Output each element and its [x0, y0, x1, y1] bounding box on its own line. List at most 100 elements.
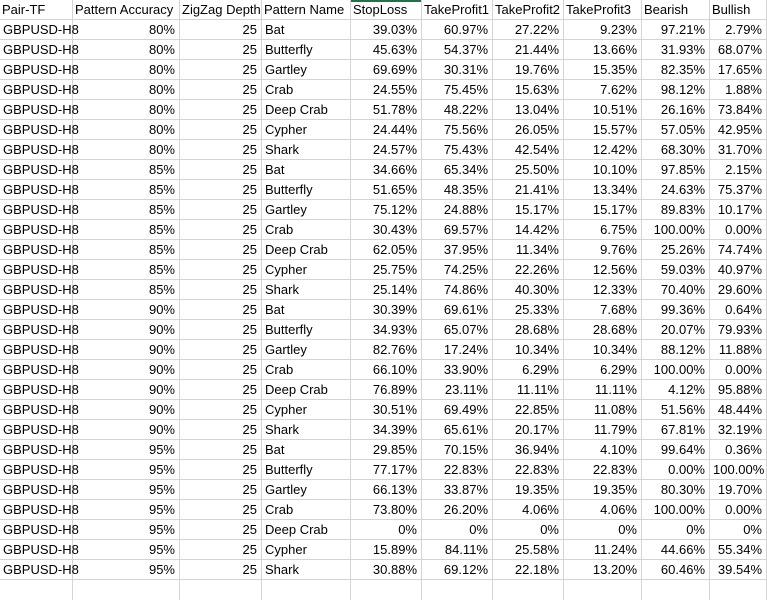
cell-pair-tf[interactable]: GBPUSD-H8	[0, 400, 79, 420]
cell-pair-tf[interactable]: GBPUSD-H8	[0, 100, 79, 120]
header-cell-pattern-accuracy[interactable]: Pattern Accuracy	[73, 0, 180, 20]
cell-pattern-accuracy[interactable]: 80%	[73, 40, 180, 60]
cell-pattern-accuracy[interactable]: 85%	[73, 200, 180, 220]
cell-stoploss[interactable]: 24.57%	[351, 140, 422, 160]
cell-zigzag-depth[interactable]: 25	[180, 400, 262, 420]
cell-takeprofit3[interactable]: 7.68%	[564, 300, 642, 320]
cell-bullish[interactable]: 2.79%	[710, 20, 767, 40]
cell-bearish[interactable]: 0.00%	[642, 460, 710, 480]
empty-cell-takeprofit3[interactable]	[564, 580, 642, 600]
cell-takeprofit3[interactable]: 12.33%	[564, 280, 642, 300]
cell-bullish[interactable]: 39.54%	[710, 560, 767, 580]
empty-cell-pair-tf[interactable]	[0, 580, 73, 600]
cell-pair-tf[interactable]: GBPUSD-H8	[0, 120, 79, 140]
cell-zigzag-depth[interactable]: 25	[180, 120, 262, 140]
cell-zigzag-depth[interactable]: 25	[180, 280, 262, 300]
cell-pattern-accuracy[interactable]: 90%	[73, 340, 180, 360]
cell-takeprofit1[interactable]: 30.31%	[422, 60, 493, 80]
cell-stoploss[interactable]: 75.12%	[351, 200, 422, 220]
cell-takeprofit2[interactable]: 25.58%	[493, 540, 564, 560]
cell-pair-tf[interactable]: GBPUSD-H8	[0, 40, 79, 60]
cell-bullish[interactable]: 0%	[710, 520, 767, 540]
cell-bullish[interactable]: 0.00%	[710, 220, 767, 240]
cell-takeprofit2[interactable]: 19.76%	[493, 60, 564, 80]
cell-pattern-accuracy[interactable]: 95%	[73, 520, 180, 540]
cell-stoploss[interactable]: 30.39%	[351, 300, 422, 320]
cell-bearish[interactable]: 26.16%	[642, 100, 710, 120]
cell-stoploss[interactable]: 15.89%	[351, 540, 422, 560]
cell-takeprofit1[interactable]: 75.45%	[422, 80, 493, 100]
cell-zigzag-depth[interactable]: 25	[180, 140, 262, 160]
cell-takeprofit1[interactable]: 65.07%	[422, 320, 493, 340]
cell-takeprofit1[interactable]: 37.95%	[422, 240, 493, 260]
cell-takeprofit2[interactable]: 28.68%	[493, 320, 564, 340]
cell-pattern-accuracy[interactable]: 85%	[73, 240, 180, 260]
cell-bearish[interactable]: 97.85%	[642, 160, 710, 180]
cell-takeprofit2[interactable]: 20.17%	[493, 420, 564, 440]
cell-takeprofit2[interactable]: 19.35%	[493, 480, 564, 500]
cell-stoploss[interactable]: 39.03%	[351, 20, 422, 40]
cell-zigzag-depth[interactable]: 25	[180, 180, 262, 200]
cell-bullish[interactable]: 0.64%	[710, 300, 767, 320]
cell-stoploss[interactable]: 24.55%	[351, 80, 422, 100]
cell-bullish[interactable]: 68.07%	[710, 40, 767, 60]
cell-takeprofit3[interactable]: 10.51%	[564, 100, 642, 120]
cell-bullish[interactable]: 29.60%	[710, 280, 767, 300]
cell-bullish[interactable]: 32.19%	[710, 420, 767, 440]
cell-pair-tf[interactable]: GBPUSD-H8	[0, 160, 79, 180]
cell-pattern-name[interactable]: Bat	[262, 440, 351, 460]
cell-pattern-name[interactable]: Deep Crab	[262, 100, 351, 120]
cell-bullish[interactable]: 19.70%	[710, 480, 767, 500]
header-cell-bullish[interactable]: Bullish	[710, 0, 767, 20]
cell-stoploss[interactable]: 45.63%	[351, 40, 422, 60]
cell-bearish[interactable]: 57.05%	[642, 120, 710, 140]
cell-takeprofit2[interactable]: 21.44%	[493, 40, 564, 60]
cell-pattern-accuracy[interactable]: 95%	[73, 440, 180, 460]
cell-takeprofit2[interactable]: 13.04%	[493, 100, 564, 120]
empty-cell-stoploss[interactable]	[351, 580, 422, 600]
cell-bearish[interactable]: 99.36%	[642, 300, 710, 320]
cell-stoploss[interactable]: 30.43%	[351, 220, 422, 240]
cell-bullish[interactable]: 17.65%	[710, 60, 767, 80]
cell-bullish[interactable]: 73.84%	[710, 100, 767, 120]
cell-pattern-name[interactable]: Crab	[262, 360, 351, 380]
cell-takeprofit2[interactable]: 27.22%	[493, 20, 564, 40]
cell-pair-tf[interactable]: GBPUSD-H8	[0, 220, 79, 240]
cell-pattern-name[interactable]: Shark	[262, 280, 351, 300]
cell-pattern-name[interactable]: Butterfly	[262, 320, 351, 340]
cell-stoploss[interactable]: 76.89%	[351, 380, 422, 400]
cell-pattern-accuracy[interactable]: 85%	[73, 220, 180, 240]
cell-pattern-accuracy[interactable]: 85%	[73, 260, 180, 280]
cell-pattern-accuracy[interactable]: 95%	[73, 480, 180, 500]
cell-bearish[interactable]: 67.81%	[642, 420, 710, 440]
cell-takeprofit1[interactable]: 33.90%	[422, 360, 493, 380]
cell-zigzag-depth[interactable]: 25	[180, 340, 262, 360]
cell-takeprofit3[interactable]: 11.79%	[564, 420, 642, 440]
header-cell-takeprofit2[interactable]: TakeProfit2	[493, 0, 564, 20]
cell-takeprofit2[interactable]: 25.33%	[493, 300, 564, 320]
cell-takeprofit2[interactable]: 6.29%	[493, 360, 564, 380]
cell-pattern-accuracy[interactable]: 90%	[73, 360, 180, 380]
cell-pair-tf[interactable]: GBPUSD-H8	[0, 340, 79, 360]
cell-zigzag-depth[interactable]: 25	[180, 440, 262, 460]
cell-takeprofit3[interactable]: 13.20%	[564, 560, 642, 580]
header-cell-zigzag-depth[interactable]: ZigZag Depth	[180, 0, 262, 20]
cell-takeprofit3[interactable]: 9.76%	[564, 240, 642, 260]
cell-zigzag-depth[interactable]: 25	[180, 160, 262, 180]
cell-pair-tf[interactable]: GBPUSD-H8	[0, 360, 79, 380]
cell-bearish[interactable]: 89.83%	[642, 200, 710, 220]
cell-bullish[interactable]: 10.17%	[710, 200, 767, 220]
cell-pair-tf[interactable]: GBPUSD-H8	[0, 80, 79, 100]
cell-bullish[interactable]: 48.44%	[710, 400, 767, 420]
cell-zigzag-depth[interactable]: 25	[180, 500, 262, 520]
cell-bearish[interactable]: 44.66%	[642, 540, 710, 560]
cell-pattern-name[interactable]: Butterfly	[262, 460, 351, 480]
cell-pair-tf[interactable]: GBPUSD-H8	[0, 280, 79, 300]
cell-pattern-name[interactable]: Bat	[262, 20, 351, 40]
cell-takeprofit2[interactable]: 22.18%	[493, 560, 564, 580]
cell-bearish[interactable]: 4.12%	[642, 380, 710, 400]
cell-bearish[interactable]: 20.07%	[642, 320, 710, 340]
cell-pattern-accuracy[interactable]: 80%	[73, 60, 180, 80]
cell-stoploss[interactable]: 25.14%	[351, 280, 422, 300]
cell-bullish[interactable]: 95.88%	[710, 380, 767, 400]
